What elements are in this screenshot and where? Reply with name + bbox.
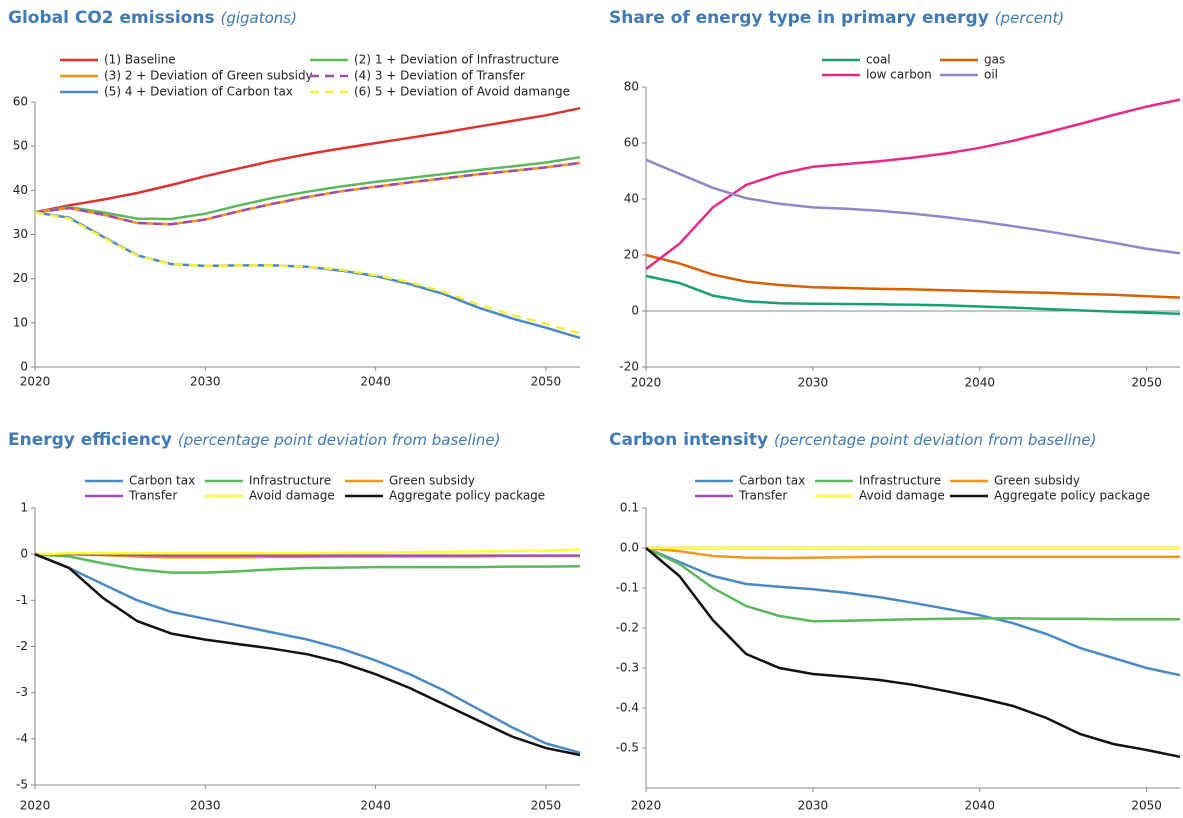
legend-label: low carbon	[866, 68, 932, 82]
y-tick-label: -0.5	[616, 741, 639, 755]
series-line	[645, 547, 1181, 759]
series-line	[34, 553, 581, 754]
title-text: Global CO2 emissions	[8, 8, 215, 28]
series-line	[645, 158, 1181, 255]
y-tick-label: 50	[13, 139, 28, 153]
y-tick-label: -4	[16, 731, 28, 745]
legend-label: Infrastructure	[249, 474, 331, 488]
legend-label: Aggregate policy package	[994, 489, 1150, 503]
y-tick-label: 30	[13, 227, 28, 241]
x-tick-label: 2040	[964, 799, 995, 813]
title-text: Share of energy type in primary energy	[609, 8, 989, 28]
legend-label: oil	[984, 68, 998, 82]
y-tick-label: 60	[624, 136, 639, 150]
x-tick-label: 2020	[20, 375, 51, 389]
legend-label: Transfer	[738, 489, 787, 503]
y-tick-label: -1	[16, 593, 28, 607]
series-line	[34, 211, 581, 340]
legend-label: (3) 2 + Deviation of Green subsidy	[104, 69, 313, 83]
series-line	[34, 211, 581, 335]
y-tick-label: -5	[16, 778, 28, 792]
y-tick-label: 20	[13, 271, 28, 285]
legend-label: Infrastructure	[859, 474, 941, 488]
y-tick-label: 60	[13, 95, 28, 109]
x-tick-label: 2050	[1131, 799, 1162, 813]
x-tick-label: 2030	[190, 375, 221, 389]
x-tick-label: 2030	[798, 799, 829, 813]
legend-label: Transfer	[128, 489, 177, 503]
series-line	[34, 155, 581, 221]
x-tick-label: 2040	[964, 376, 995, 390]
y-tick-label: 0	[631, 304, 639, 318]
legend-label: gas	[984, 53, 1005, 67]
legend-label: Aggregate policy package	[389, 489, 545, 503]
y-tick-label: 0	[20, 547, 28, 561]
y-tick-label: 40	[13, 183, 28, 197]
subtitle: (gigatons)	[220, 9, 297, 27]
y-tick-label: 40	[624, 192, 639, 206]
x-tick-label: 2050	[531, 799, 562, 813]
y-tick-label: -20	[619, 360, 639, 374]
x-tick-label: 2030	[798, 376, 829, 390]
x-tick-label: 2050	[1131, 376, 1162, 390]
subtitle: (percentage point deviation from baselin…	[178, 431, 501, 449]
series-line	[645, 546, 1181, 677]
y-tick-label: 0.0	[620, 541, 639, 555]
series-line	[34, 161, 581, 226]
chart-title: Share of energy type in primary energy (…	[609, 8, 1064, 28]
legend-label: Carbon tax	[129, 474, 195, 488]
chart-title: Carbon intensity (percentage point devia…	[609, 430, 1097, 450]
y-tick-label: 80	[624, 80, 639, 94]
legend-label: Carbon tax	[739, 474, 805, 488]
x-tick-label: 2020	[631, 799, 662, 813]
x-tick-label: 2040	[360, 799, 391, 813]
series-line	[34, 552, 581, 574]
series-line	[34, 553, 581, 757]
title-text: Carbon intensity	[609, 430, 768, 450]
y-tick-label: -3	[16, 685, 28, 699]
legend-label: (2) 1 + Deviation of Infrastructure	[354, 53, 559, 67]
chart-title: Global CO2 emissions (gigatons)	[8, 8, 297, 28]
series-line	[645, 253, 1181, 299]
title-text: Energy efficiency	[8, 430, 172, 450]
y-tick-label: -0.3	[616, 661, 639, 675]
legend-label: Avoid damage	[249, 489, 335, 503]
series-line	[35, 552, 580, 557]
subtitle: (percentage point deviation from baselin…	[774, 431, 1097, 449]
y-tick-label: 0	[20, 360, 28, 374]
chart-title: Energy efficiency (percentage point devi…	[8, 430, 500, 450]
y-tick-label: 0.1	[620, 501, 639, 515]
x-tick-label: 2030	[190, 799, 221, 813]
y-tick-label: 20	[624, 248, 639, 262]
x-tick-label: 2040	[360, 375, 391, 389]
legend-label: (4) 3 + Deviation of Transfer	[354, 69, 525, 83]
y-tick-label: 1	[20, 501, 28, 515]
legend-label: (1) Baseline	[104, 53, 176, 67]
legend-label: (6) 5 + Deviation of Avoid damange	[354, 85, 570, 99]
series-line	[34, 106, 581, 214]
x-tick-label: 2020	[631, 376, 662, 390]
legend-label: Avoid damage	[859, 489, 945, 503]
y-tick-label: -0.4	[616, 701, 639, 715]
y-tick-label: -2	[16, 639, 28, 653]
y-tick-label: -0.2	[616, 621, 639, 635]
x-tick-label: 2050	[531, 375, 562, 389]
series-line	[645, 274, 1181, 316]
legend-label: coal	[866, 53, 891, 67]
legend-label: Green subsidy	[389, 474, 475, 488]
series-line	[34, 548, 581, 556]
series-line	[645, 98, 1181, 270]
subtitle: (percent)	[995, 9, 1065, 27]
series-line	[645, 546, 1180, 560]
legend-label: Green subsidy	[994, 474, 1080, 488]
series-line	[645, 546, 1180, 623]
y-tick-label: 10	[13, 315, 28, 329]
x-tick-label: 2020	[20, 799, 51, 813]
y-tick-label: -0.1	[616, 581, 639, 595]
legend-label: (5) 4 + Deviation of Carbon tax	[104, 85, 293, 99]
